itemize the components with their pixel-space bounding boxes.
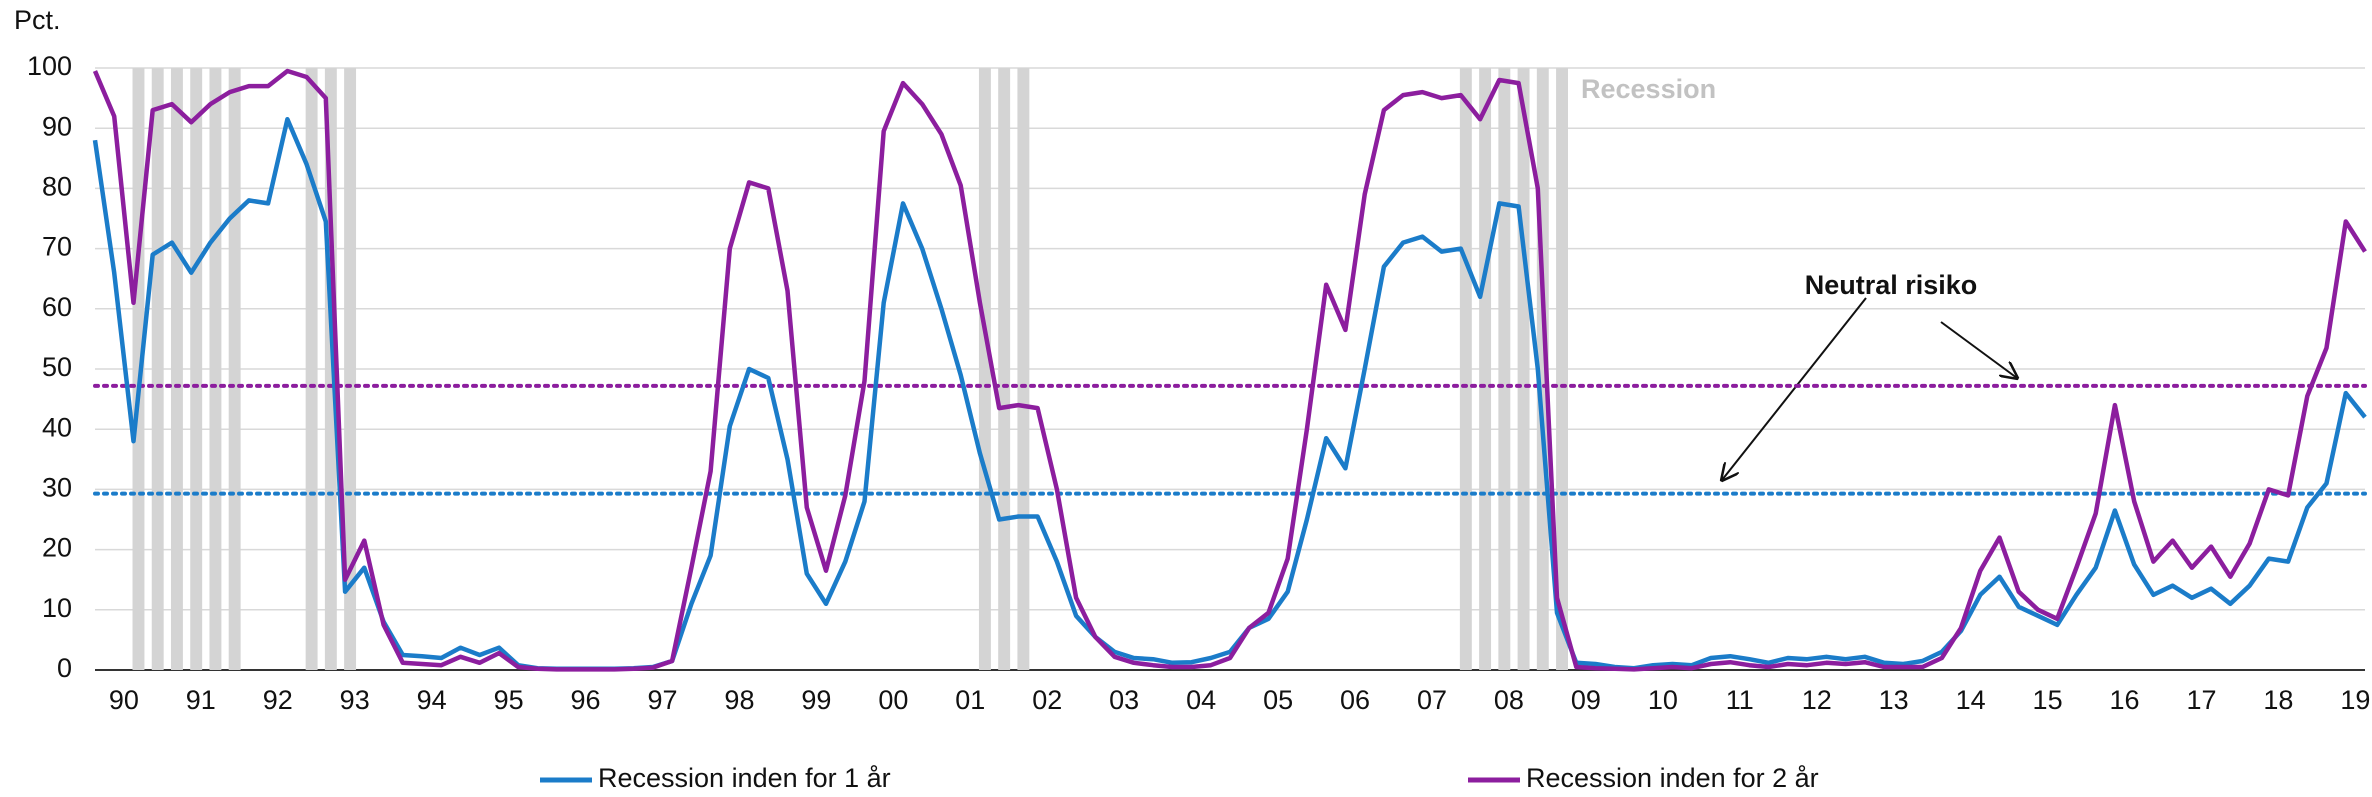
annotation-arrow <box>1722 297 1867 480</box>
recession-stripe <box>1498 68 1511 670</box>
x-tick-label: 96 <box>571 685 601 715</box>
x-tick-label: 90 <box>109 685 139 715</box>
x-tick-label: 19 <box>2340 685 2370 715</box>
y-tick-label: 0 <box>57 653 72 683</box>
recession-stripe <box>1536 68 1549 670</box>
x-tick-label: 04 <box>1186 685 1216 715</box>
legend-label: Recession inden for 1 år <box>598 763 891 793</box>
recession-stripe <box>1517 68 1530 670</box>
y-tick-label: 100 <box>27 51 72 81</box>
recession-stripe <box>1017 68 1030 670</box>
series-line <box>92 116 2367 672</box>
legend-label: Recession inden for 2 år <box>1526 763 1819 793</box>
recession-stripe <box>305 68 318 670</box>
y-tick-label: 60 <box>42 292 72 322</box>
recession-stripe <box>132 68 145 670</box>
y-tick-label: 20 <box>42 533 72 563</box>
recession-stripe <box>170 68 183 670</box>
x-tick-label: 16 <box>2110 685 2140 715</box>
recession-stripe <box>190 68 203 670</box>
x-tick-label: 11 <box>1726 685 1754 715</box>
x-tick-label: 99 <box>801 685 831 715</box>
recession-label: Recession <box>1581 74 1716 104</box>
x-tick-label: 12 <box>1802 685 1832 715</box>
x-tick-label: 09 <box>1571 685 1601 715</box>
x-tick-label: 97 <box>647 685 677 715</box>
x-tick-label: 00 <box>878 685 908 715</box>
recession-stripe <box>978 68 991 670</box>
annotation: Neutral risiko <box>1805 270 1978 300</box>
recession-stripe <box>209 68 222 670</box>
x-tick-label: 93 <box>340 685 370 715</box>
recession-stripe <box>324 68 337 670</box>
recession-stripe <box>1556 68 1568 670</box>
x-tick-label: 05 <box>1263 685 1293 715</box>
annotation-arrow <box>1940 321 2017 378</box>
recession-stripe <box>998 68 1011 670</box>
y-axis-label: Pct. <box>14 5 61 35</box>
recession-stripe <box>1479 68 1492 670</box>
recession-stripe <box>151 68 164 670</box>
recession-stripe <box>1459 68 1472 670</box>
x-tick-label: 92 <box>263 685 293 715</box>
y-tick-label: 30 <box>42 473 72 503</box>
x-tick-label: 07 <box>1417 685 1447 715</box>
recession-stripe <box>228 68 241 670</box>
x-tick-label: 18 <box>2263 685 2293 715</box>
x-tick-label: 17 <box>2186 685 2216 715</box>
x-tick-label: 91 <box>186 685 216 715</box>
y-tick-label: 80 <box>42 172 72 202</box>
recession-stripe <box>344 68 357 670</box>
x-tick-label: 03 <box>1109 685 1139 715</box>
y-tick-label: 10 <box>42 593 72 623</box>
y-tick-label: 70 <box>42 232 72 262</box>
x-tick-label: 98 <box>724 685 754 715</box>
y-tick-label: 50 <box>42 352 72 382</box>
x-tick-label: 95 <box>494 685 524 715</box>
x-tick-label: 10 <box>1648 685 1678 715</box>
x-tick-label: 14 <box>1956 685 1986 715</box>
x-tick-label: 08 <box>1494 685 1524 715</box>
series-line <box>92 68 2367 672</box>
x-tick-label: 02 <box>1032 685 1062 715</box>
y-tick-label: 90 <box>42 111 72 141</box>
x-tick-label: 01 <box>955 685 985 715</box>
y-tick-label: 40 <box>42 412 72 442</box>
x-tick-label: 15 <box>2033 685 2063 715</box>
x-tick-label: 06 <box>1340 685 1370 715</box>
x-tick-label: 94 <box>417 685 447 715</box>
x-tick-label: 13 <box>1879 685 1909 715</box>
background-layer: 0 10 20 30 40 50 60 70 80 90 100 Recession <box>27 51 2365 683</box>
